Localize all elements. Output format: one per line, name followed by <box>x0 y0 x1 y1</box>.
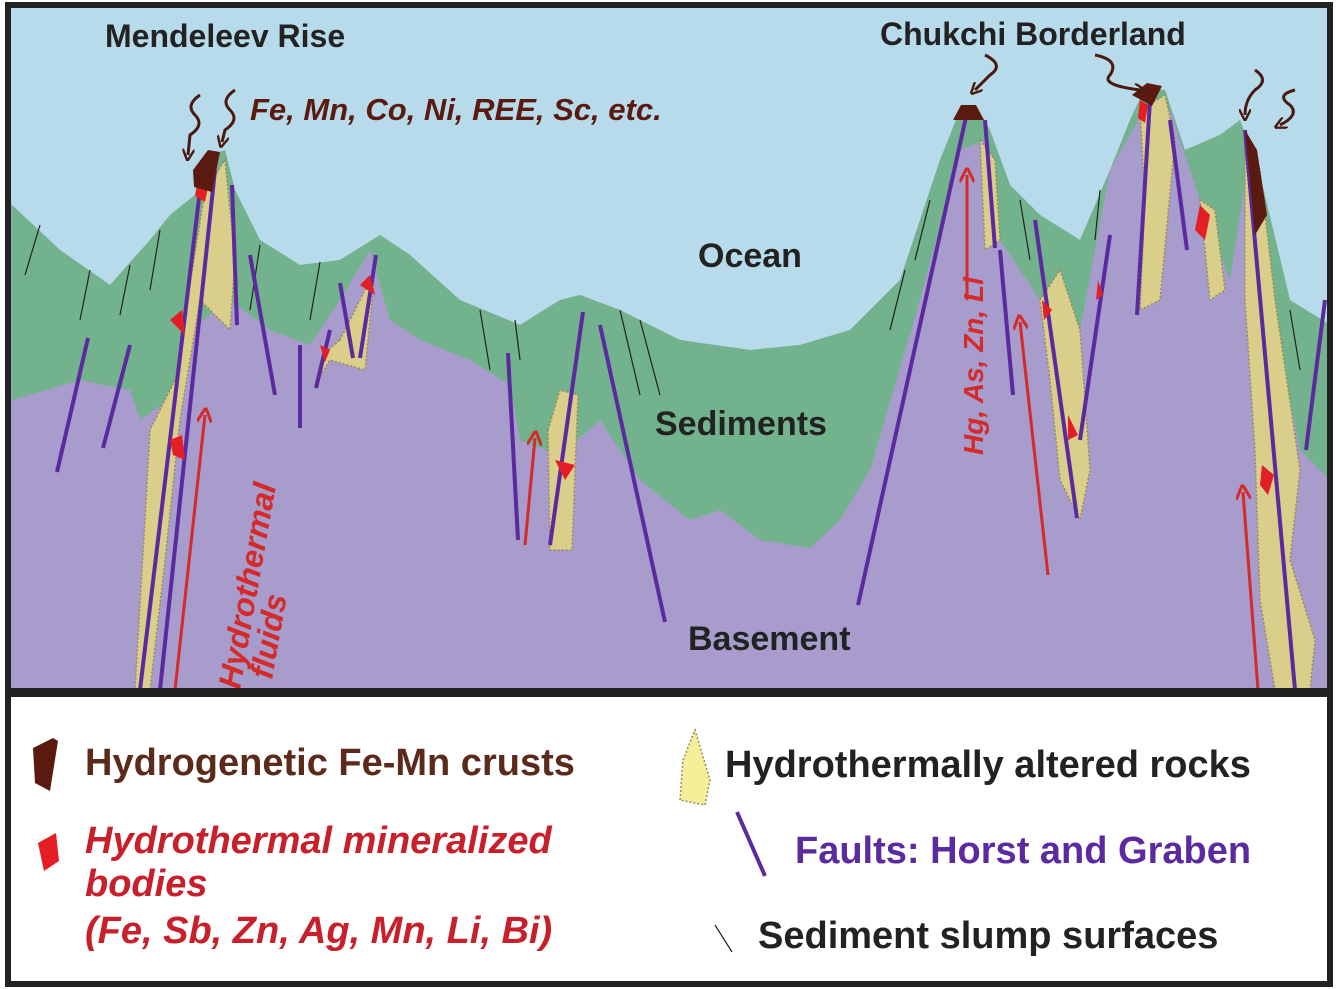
fluid-arrows <box>173 175 1260 691</box>
crust-icon <box>33 738 58 791</box>
fault-icon <box>735 811 767 877</box>
chukchi-label: Chukchi Borderland <box>880 16 1186 52</box>
faults <box>55 99 1327 691</box>
legend: Hydrogenetic Fe-Mn crusts Hydrothermal m… <box>5 691 1333 987</box>
legend-bodies-2: bodies <box>85 863 207 905</box>
slump-icon <box>714 924 733 953</box>
deposition-arrows <box>188 53 1296 155</box>
basement-label: Basement <box>688 620 851 658</box>
mendeleev-label: Mendeleev Rise <box>105 18 345 54</box>
body-icon <box>38 833 59 871</box>
ocean-label: Ocean <box>698 237 802 275</box>
legend-bodies-1: Hydrothermal mineralized <box>85 820 552 862</box>
sediment-area <box>12 88 1330 548</box>
legend-slump: Sediment slump surfaces <box>758 915 1218 957</box>
slump-surfaces <box>24 189 1301 396</box>
cross-section: Mendeleev Rise Chukchi Borderland Fe, Mn… <box>5 2 1333 694</box>
sediments-label: Sediments <box>655 405 827 443</box>
legend-bodies-3: (Fe, Sb, Zn, Ag, Mn, Li, Bi) <box>85 910 552 952</box>
altered-icon <box>679 727 711 806</box>
legend-crusts: Hydrogenetic Fe-Mn crusts <box>85 742 575 784</box>
legend-faults: Faults: Horst and Graben <box>795 830 1251 872</box>
ocean-area <box>8 5 1330 350</box>
legend-border <box>5 691 1333 987</box>
legend-altered: Hydrothermally altered rocks <box>725 744 1251 786</box>
fe-mn-crusts <box>193 83 1267 235</box>
hg-label: Hg, As, Zn, Li <box>958 276 989 455</box>
elements-label: Fe, Mn, Co, Ni, REE, Sc, etc. <box>250 92 662 127</box>
